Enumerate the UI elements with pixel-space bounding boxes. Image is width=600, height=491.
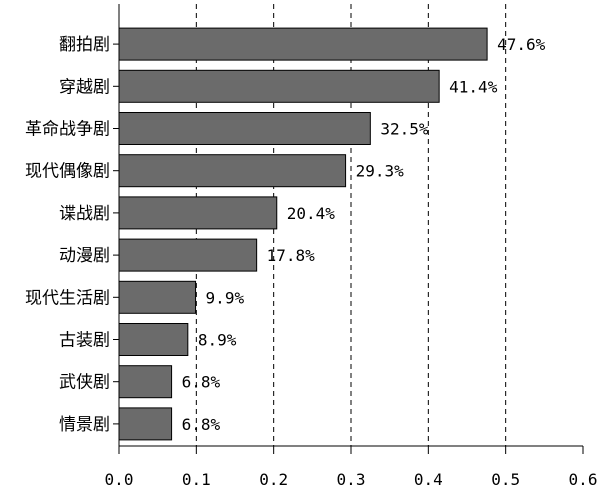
bar <box>118 280 197 314</box>
category-label: 穿越剧 <box>59 77 110 97</box>
value-label: 41.4% <box>449 77 498 96</box>
category-label: 谍战剧 <box>59 204 110 224</box>
value-label: 47.6% <box>497 35 546 54</box>
x-tick-label: 0.6 <box>569 470 598 489</box>
bar <box>118 69 440 103</box>
x-tick-label: 0.0 <box>105 470 134 489</box>
bar <box>118 365 173 399</box>
x-tick-labels: 0.0 0.1 0.2 0.3 0.4 0.5 0.6 <box>105 470 598 489</box>
value-label: 6.8% <box>182 415 221 434</box>
x-tick-label: 0.2 <box>259 470 288 489</box>
bar <box>118 407 173 441</box>
x-tick-label: 0.1 <box>182 470 211 489</box>
bar <box>118 323 189 356</box>
bar <box>118 112 371 145</box>
value-labels: 47.6% 41.4% 32.5% 29.3% 20.4% 17.8% 9.9% 8.9% 6.… <box>182 35 546 434</box>
x-tick-label: 0.4 <box>414 470 443 489</box>
category-label: 革命战争剧 <box>25 120 110 140</box>
value-label: 17.8% <box>267 246 316 265</box>
value-label: 8.9% <box>198 331 237 350</box>
axes-group <box>113 4 584 454</box>
bar <box>118 196 278 230</box>
category-label: 现代生活剧 <box>25 288 110 308</box>
value-label: 6.8% <box>182 373 221 392</box>
bar <box>118 238 258 272</box>
bar <box>118 27 488 61</box>
category-label: 翻拍剧 <box>59 35 110 55</box>
value-label: 32.5% <box>380 120 429 139</box>
value-label: 9.9% <box>206 288 245 307</box>
category-label: 情景剧 <box>59 415 110 435</box>
category-label: 古装剧 <box>59 331 110 351</box>
category-label: 武侠剧 <box>59 373 110 393</box>
category-label: 动漫剧 <box>59 246 110 266</box>
bar <box>118 154 347 188</box>
category-label: 现代偶像剧 <box>25 162 110 182</box>
x-tick-label: 0.5 <box>491 470 520 489</box>
value-label: 29.3% <box>356 162 405 181</box>
bars-group <box>118 27 488 441</box>
x-tick-label: 0.3 <box>337 470 366 489</box>
value-label: 20.4% <box>287 204 336 223</box>
